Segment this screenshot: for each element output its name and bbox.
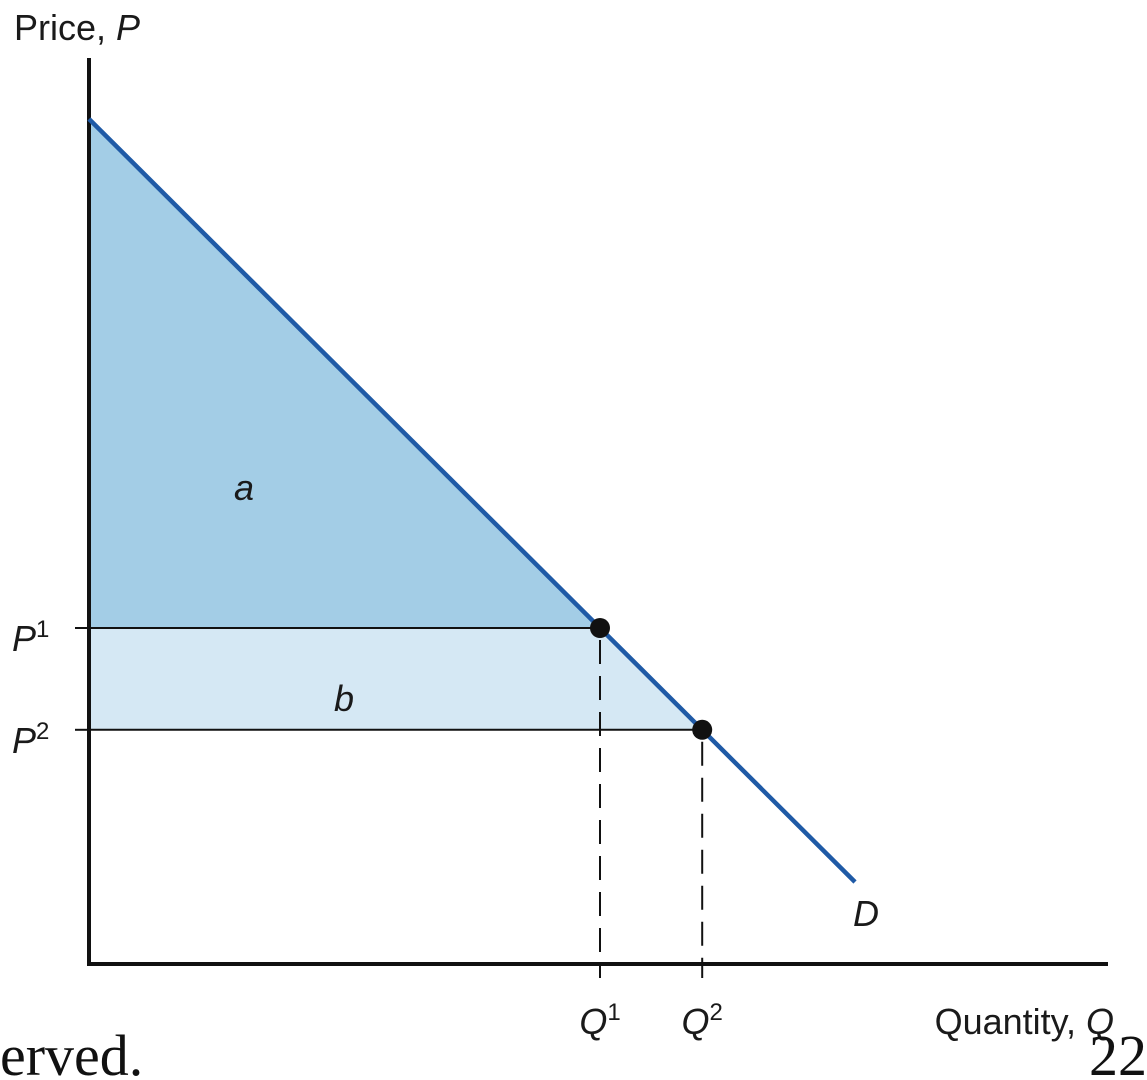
- p1-tick-label: P1: [12, 616, 49, 659]
- point-p2-q2: [692, 719, 713, 740]
- demand-curve: [87, 117, 857, 884]
- area-b-label: b: [334, 678, 354, 719]
- y-axis-label: Price, P: [14, 7, 140, 48]
- footer-right-text: 22: [1089, 1023, 1147, 1080]
- q2-tick-label: Q2: [682, 999, 723, 1042]
- area-b-fill: [89, 628, 703, 730]
- p2-tick-label: P2: [12, 718, 49, 761]
- footer-left-text: erved.: [0, 1023, 143, 1080]
- demand-curve-label: D: [853, 893, 879, 934]
- x-axis-label: Quantity, Q: [935, 1001, 1114, 1042]
- q1-tick-label: Q1: [579, 999, 620, 1042]
- area-a-label: a: [234, 467, 254, 508]
- point-p1-q1: [590, 618, 610, 638]
